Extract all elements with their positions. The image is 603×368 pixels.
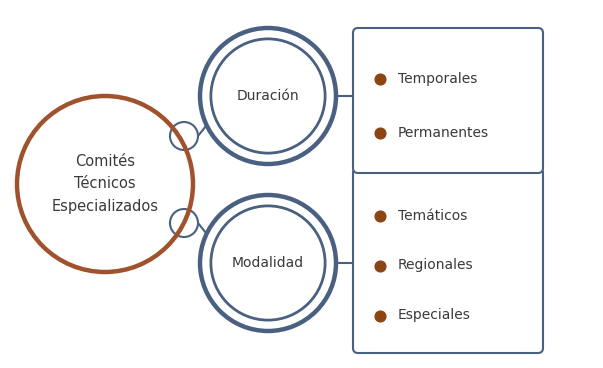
FancyBboxPatch shape bbox=[353, 168, 543, 353]
Text: Permanentes: Permanentes bbox=[398, 126, 489, 140]
Point bbox=[375, 312, 385, 318]
Text: Especiales: Especiales bbox=[398, 308, 471, 322]
Point bbox=[375, 213, 385, 219]
Point bbox=[375, 130, 385, 136]
Ellipse shape bbox=[170, 122, 198, 150]
Text: Duración: Duración bbox=[237, 89, 299, 103]
Point bbox=[375, 262, 385, 268]
Text: Regionales: Regionales bbox=[398, 258, 473, 272]
Point bbox=[375, 76, 385, 82]
Ellipse shape bbox=[200, 28, 336, 164]
FancyBboxPatch shape bbox=[353, 28, 543, 173]
Text: Modalidad: Modalidad bbox=[232, 256, 304, 270]
Ellipse shape bbox=[170, 209, 198, 237]
Ellipse shape bbox=[200, 195, 336, 331]
Text: Temáticos: Temáticos bbox=[398, 209, 467, 223]
Text: Temporales: Temporales bbox=[398, 72, 478, 86]
Text: Comités
Técnicos
Especializados: Comités Técnicos Especializados bbox=[51, 154, 159, 214]
